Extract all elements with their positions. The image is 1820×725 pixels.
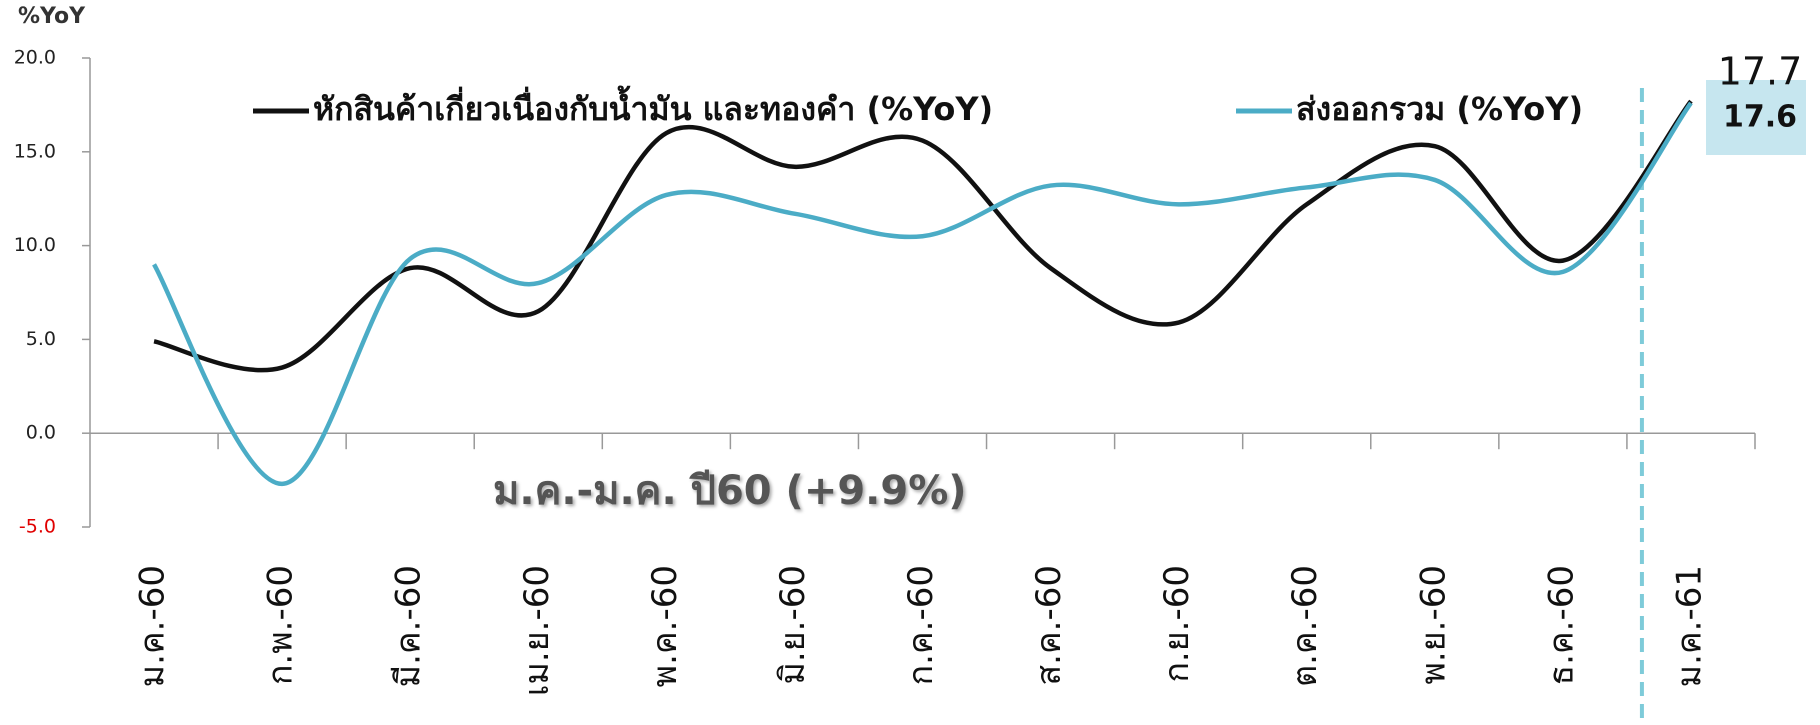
y-tick-label: 20.0 <box>14 47 56 69</box>
line-series <box>152 101 1693 487</box>
x-tick-label: ม.ค.-60 <box>133 565 173 687</box>
y-tick-label: 0.0 <box>26 422 56 444</box>
x-tick-label: ม.ค.-61 <box>1669 565 1709 687</box>
data-label: 17.7 <box>1718 50 1803 94</box>
y-tick-label: 10.0 <box>14 234 56 256</box>
x-tick-label: ต.ค.-60 <box>1285 565 1325 687</box>
x-tick-label: เม.ย.-60 <box>517 565 557 696</box>
x-tick-label: มี.ค.-60 <box>389 565 429 687</box>
x-tick-label: ส.ค.-60 <box>1029 565 1069 686</box>
x-tick-label: ก.ค.-60 <box>901 565 941 685</box>
y-tick-label: -5.0 <box>19 516 56 538</box>
legend-label: ส่งออกรวม (%YoY) <box>1296 90 1583 128</box>
x-tick-label: ธ.ค.-60 <box>1541 565 1581 686</box>
y-tick-label: 15.0 <box>14 140 56 162</box>
y-tick-label: 5.0 <box>26 328 56 350</box>
line-series <box>153 99 1693 373</box>
x-tick-label: พ.ค.-60 <box>645 565 685 687</box>
label-box <box>1706 80 1806 155</box>
x-tick-label: พ.ย.-60 <box>1413 565 1453 684</box>
x-tick-label: ก.พ.-60 <box>261 565 301 685</box>
x-tick-label: ก.ย.-60 <box>1157 565 1197 683</box>
annotation: ม.ค.-ม.ค. ปี60 (+9.9%) <box>493 468 967 514</box>
legend-label: หักสินค้าเกี่ยวเนื่องกับน้ำมัน และทองคำ … <box>313 85 993 128</box>
y-axis-label: %YoY <box>18 4 86 29</box>
x-tick-label: มิ.ย.-60 <box>773 565 813 684</box>
data-label: 17.6 <box>1723 100 1797 135</box>
